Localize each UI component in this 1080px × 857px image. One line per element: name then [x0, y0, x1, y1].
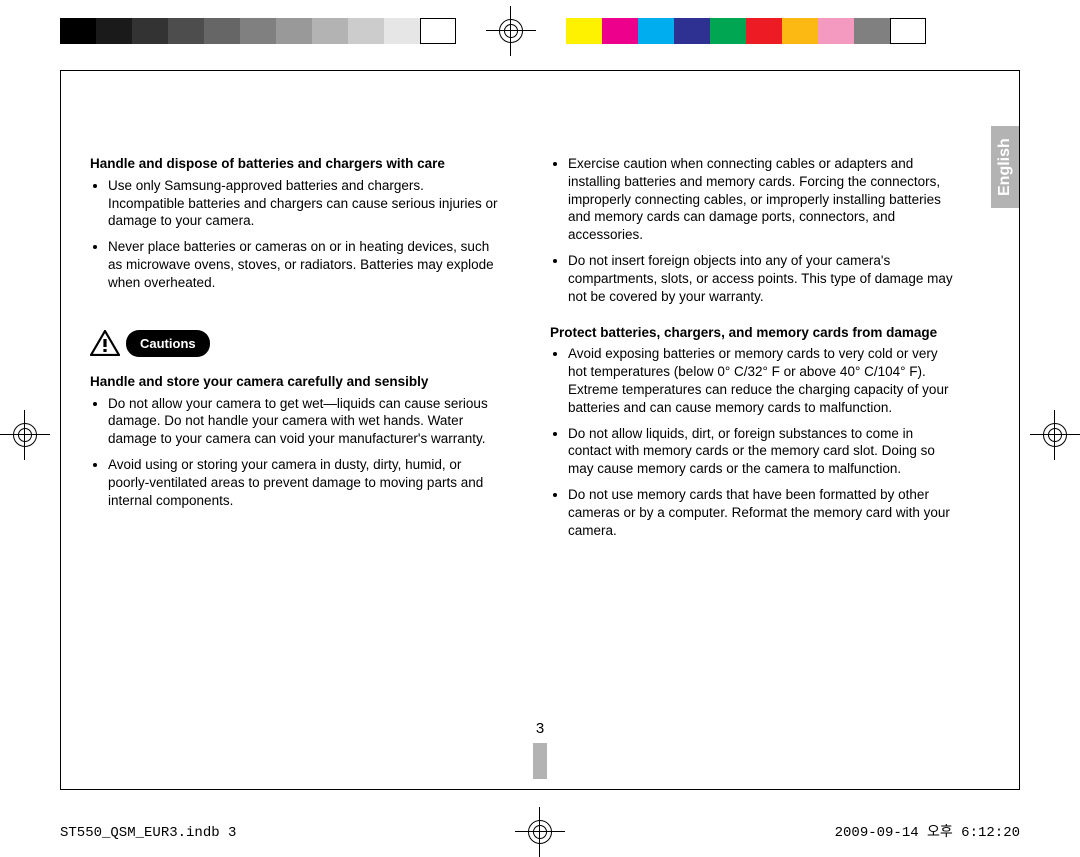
color-swatch — [204, 18, 240, 44]
list-item: Use only Samsung-approved batteries and … — [108, 177, 500, 230]
warning-icon — [90, 330, 120, 356]
color-swatch — [240, 18, 276, 44]
right-column: Exercise caution when connecting cables … — [550, 155, 960, 557]
cautions-label: Cautions — [126, 330, 210, 357]
color-swatch — [96, 18, 132, 44]
page-number: 3 — [533, 720, 547, 737]
page-number-block: 3 — [533, 720, 547, 779]
color-swatch — [420, 18, 456, 44]
cautions-tag: Cautions — [90, 330, 210, 357]
color-swatch — [384, 18, 420, 44]
color-swatch — [674, 18, 710, 44]
list-item: Do not allow liquids, dirt, or foreign s… — [568, 425, 960, 478]
color-swatch — [818, 18, 854, 44]
registration-mark-left — [10, 420, 40, 450]
bullet-list: Avoid exposing batteries or memory cards… — [550, 345, 960, 539]
registration-mark-right — [1040, 420, 1070, 450]
heading: Handle and dispose of batteries and char… — [90, 155, 500, 173]
registration-mark-bottom — [525, 817, 555, 847]
footer-filename: ST550_QSM_EUR3.indb 3 — [60, 825, 236, 841]
color-swatch — [890, 18, 926, 44]
heading: Protect batteries, chargers, and memory … — [550, 324, 960, 342]
footer-timestamp: 2009-09-14 오후 6:12:20 — [835, 821, 1020, 841]
list-item: Do not insert foreign objects into any o… — [568, 252, 960, 305]
color-swatch — [638, 18, 674, 44]
color-swatch — [168, 18, 204, 44]
list-item: Do not allow your camera to get wet—liqu… — [108, 395, 500, 448]
color-swatch — [348, 18, 384, 44]
list-item: Never place batteries or cameras on or i… — [108, 238, 500, 291]
bullet-list: Do not allow your camera to get wet—liqu… — [90, 395, 500, 510]
body-text: Handle and dispose of batteries and char… — [90, 155, 960, 557]
bullet-list: Use only Samsung-approved batteries and … — [90, 177, 500, 292]
color-swatch — [746, 18, 782, 44]
color-swatch — [60, 18, 96, 44]
color-swatch — [566, 18, 602, 44]
registration-mark-top — [456, 16, 566, 46]
color-swatch — [710, 18, 746, 44]
grayscale-swatches — [60, 18, 456, 44]
page-number-bar — [533, 743, 547, 779]
heading: Handle and store your camera carefully a… — [90, 373, 500, 391]
color-swatch — [602, 18, 638, 44]
print-color-bar — [0, 18, 1080, 44]
color-swatch — [782, 18, 818, 44]
color-swatch — [276, 18, 312, 44]
color-swatch — [854, 18, 890, 44]
color-swatch — [132, 18, 168, 44]
color-swatch — [312, 18, 348, 44]
list-item: Avoid exposing batteries or memory cards… — [568, 345, 960, 416]
bullet-list: Exercise caution when connecting cables … — [550, 155, 960, 306]
color-swatches — [566, 18, 926, 44]
left-column: Handle and dispose of batteries and char… — [90, 155, 500, 557]
language-tab: English — [991, 126, 1019, 208]
list-item: Avoid using or storing your camera in du… — [108, 456, 500, 509]
list-item: Exercise caution when connecting cables … — [568, 155, 960, 244]
list-item: Do not use memory cards that have been f… — [568, 486, 960, 539]
